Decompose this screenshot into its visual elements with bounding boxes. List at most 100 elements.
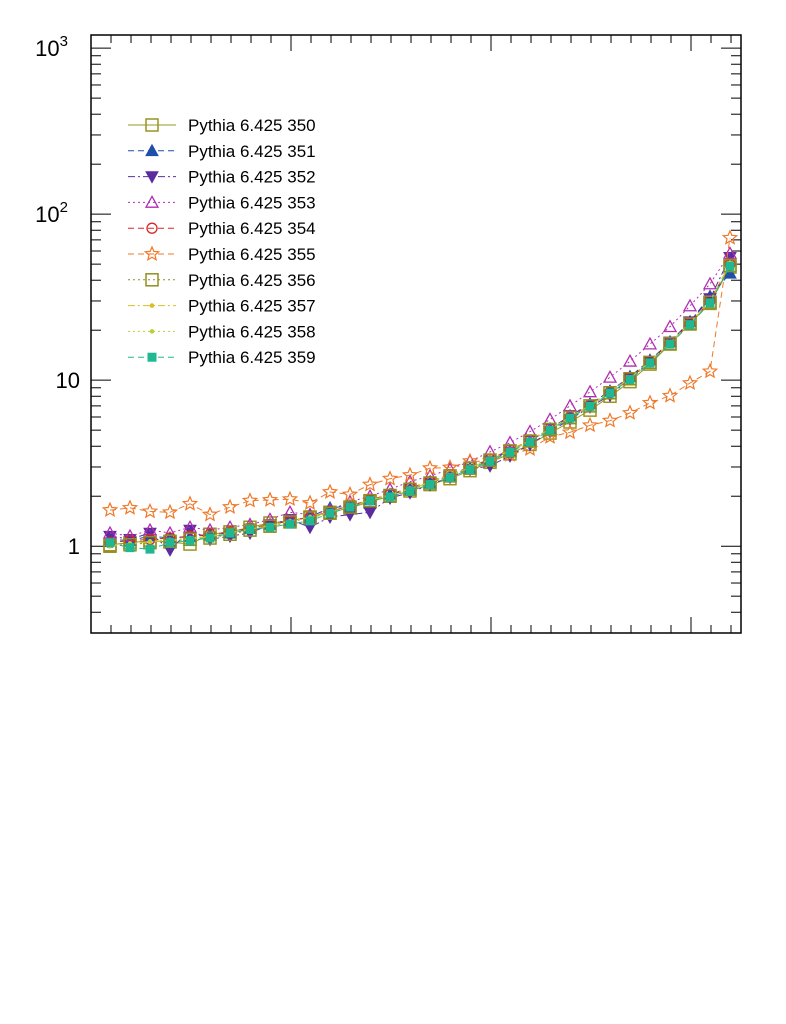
data-point	[463, 461, 477, 475]
legend-entry: Pythia 6.425 355	[128, 245, 316, 264]
legend-label: Pythia 6.425 356	[188, 271, 316, 290]
data-point	[144, 533, 156, 545]
data-point	[103, 530, 117, 544]
legend-entry: Pythia 6.425 357	[128, 297, 316, 316]
data-point	[622, 353, 638, 367]
series-line	[109, 262, 731, 546]
data-point	[203, 531, 217, 545]
data-point	[563, 410, 577, 425]
data-point	[483, 453, 497, 467]
series-layer	[101, 229, 739, 557]
data-point	[642, 336, 658, 350]
data-point	[605, 388, 615, 398]
legend-entry: Pythia 6.425 354	[128, 219, 316, 238]
series-9	[105, 261, 735, 554]
data-point	[321, 483, 339, 499]
data-point	[441, 458, 459, 475]
legend-marker	[144, 195, 160, 208]
data-point	[621, 404, 639, 420]
data-point	[225, 528, 235, 538]
data-point	[183, 532, 197, 547]
data-point	[623, 371, 637, 386]
data-point	[363, 493, 377, 508]
legend-label: Pythia 6.425 352	[188, 168, 316, 187]
data-point	[121, 499, 139, 515]
data-point	[305, 516, 315, 526]
data-point	[345, 502, 355, 512]
series-3	[102, 246, 738, 542]
legend-marker	[145, 171, 159, 184]
data-point	[101, 501, 119, 518]
data-point	[223, 527, 237, 542]
data-point	[421, 459, 439, 476]
legend-marker	[145, 273, 159, 287]
data-point	[363, 507, 377, 520]
data-point	[365, 496, 375, 506]
data-point	[703, 295, 717, 309]
data-point	[645, 358, 655, 368]
plot-frame	[90, 34, 742, 634]
data-point	[125, 543, 135, 553]
data-point	[543, 422, 557, 437]
data-point	[681, 374, 699, 391]
data-point	[185, 536, 195, 546]
data-point	[685, 320, 695, 330]
data-point	[503, 444, 517, 458]
y-tick-label: 10	[56, 368, 80, 393]
legend-entry: Pythia 6.425 359	[128, 348, 316, 367]
y-tick-label: 103	[35, 33, 68, 61]
data-point	[341, 485, 359, 502]
data-point	[722, 246, 738, 259]
data-point	[265, 522, 275, 532]
data-point	[525, 437, 535, 447]
data-point	[245, 525, 255, 535]
data-point	[385, 492, 395, 502]
legend-marker	[147, 352, 157, 362]
data-point	[401, 466, 419, 483]
y-tick-labels: 1 10 102 103	[35, 33, 80, 559]
data-point	[143, 527, 157, 541]
data-point	[682, 298, 698, 312]
data-point	[565, 413, 575, 423]
data-point	[582, 384, 598, 398]
data-point	[301, 494, 319, 510]
data-point	[581, 416, 599, 433]
legend-label: Pythia 6.425 358	[188, 322, 316, 341]
data-point	[641, 394, 659, 410]
data-point	[665, 339, 675, 349]
legend-label: Pythia 6.425 351	[188, 142, 316, 161]
data-point	[721, 229, 739, 245]
data-point	[445, 472, 455, 482]
data-point	[603, 385, 617, 400]
data-point	[443, 469, 457, 483]
data-point	[141, 502, 159, 519]
series-5	[101, 229, 739, 522]
data-point	[105, 538, 115, 548]
legend-label: Pythia 6.425 350	[188, 116, 316, 135]
data-point	[625, 374, 635, 384]
data-point	[405, 486, 415, 496]
data-point	[285, 519, 295, 529]
data-point	[325, 508, 335, 518]
legend-marker	[149, 329, 155, 334]
legend: Pythia 6.425 350 Pythia 6.425 351 Pythia 6…	[128, 116, 316, 367]
data-point	[601, 412, 619, 428]
data-point	[545, 425, 555, 435]
legend-marker	[145, 118, 159, 132]
data-point	[261, 491, 279, 507]
data-point	[662, 319, 678, 333]
data-point	[602, 370, 618, 383]
legend-label: Pythia 6.425 354	[188, 219, 316, 238]
data-point	[181, 495, 199, 511]
data-point	[163, 534, 177, 549]
legend-marker	[149, 303, 155, 308]
data-point	[522, 424, 538, 438]
legend-label: Pythia 6.425 355	[188, 245, 316, 264]
data-point	[147, 539, 153, 544]
data-point	[182, 519, 198, 533]
data-point	[361, 476, 379, 492]
legend-entry: Pythia 6.425 353	[128, 193, 316, 212]
data-point	[643, 355, 657, 370]
data-point	[205, 533, 215, 543]
